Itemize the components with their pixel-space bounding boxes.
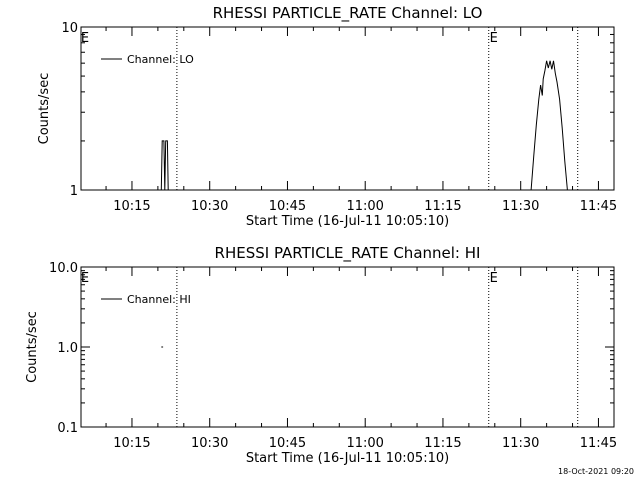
x-axis-label: Start Time (16-Jul-11 10:05:10)	[246, 214, 449, 229]
y-axis-label: Counts/sec	[37, 73, 52, 145]
x-tick-label: 11:15	[424, 199, 461, 214]
x-tick-label: 10:30	[191, 436, 228, 451]
event-marker: E	[81, 31, 89, 46]
y-tick-label: 10	[61, 21, 78, 36]
event-marker: E	[81, 271, 89, 286]
chart-panel: RHESSI PARTICLE_RATE Channel: HI 0.1 1.0 10…	[25, 244, 617, 466]
x-axis-label: Start Time (16-Jul-11 10:05:10)	[246, 451, 449, 466]
y-tick-label: 1.0	[57, 341, 78, 356]
chart-panels: RHESSI PARTICLE_RATE Channel: LO 1 10 10:15…	[25, 4, 617, 466]
x-tick-label: 11:45	[580, 436, 617, 451]
y-tick-label: 1	[70, 184, 78, 199]
chart-title: RHESSI PARTICLE_RATE Channel: LO	[213, 4, 483, 23]
x-tick-label: 11:30	[502, 199, 539, 214]
x-tick-label: 11:00	[346, 436, 383, 451]
x-tick-label: 10:15	[113, 436, 150, 451]
x-tick-label: 10:30	[191, 199, 228, 214]
series-line	[160, 60, 568, 191]
legend-label: Channel: LO	[127, 53, 194, 66]
x-tick-label: 10:45	[269, 199, 306, 214]
y-tick-label: 10.0	[49, 261, 78, 276]
chart-panel: RHESSI PARTICLE_RATE Channel: LO 1 10 10:15…	[37, 4, 617, 229]
footer-timestamp: 18-Oct-2021 09:20	[558, 467, 634, 476]
plot-frame	[80, 26, 615, 191]
x-tick-label: 10:45	[269, 436, 306, 451]
x-tick-label: 10:15	[113, 199, 150, 214]
event-marker: E	[490, 271, 498, 286]
y-tick-label: 0.1	[57, 421, 78, 436]
x-tick-label: 11:15	[424, 436, 461, 451]
event-marker: E	[490, 31, 498, 46]
plot-frame	[80, 266, 615, 428]
legend-label: Channel: HI	[127, 293, 191, 306]
x-tick-label: 11:45	[580, 199, 617, 214]
y-axis-label: Counts/sec	[25, 311, 40, 383]
x-tick-label: 11:00	[346, 199, 383, 214]
x-tick-label: 11:30	[502, 436, 539, 451]
chart-title: RHESSI PARTICLE_RATE Channel: HI	[215, 244, 481, 263]
